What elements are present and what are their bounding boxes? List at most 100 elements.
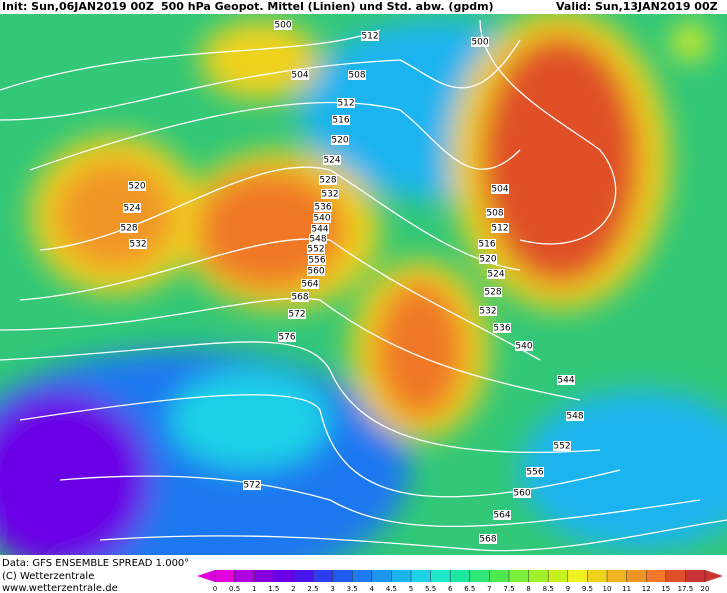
contour-label-bg — [332, 115, 350, 125]
colorbar-swatch — [332, 570, 353, 582]
contour-label-bg — [311, 224, 329, 234]
colorbar-label: 17.5 — [678, 585, 694, 593]
contour-label-bg — [484, 287, 502, 297]
contour-label-bg — [486, 208, 504, 218]
contour-label: 560 — [307, 267, 324, 277]
contour-label: 500 — [471, 38, 488, 48]
colorbar-label: 4.5 — [386, 585, 397, 593]
contour-label: 524 — [123, 204, 140, 214]
contour-label-bg — [491, 184, 509, 194]
colorbar-label: 9 — [566, 585, 570, 593]
contour-label: 516 — [332, 116, 349, 126]
contour-label: 504 — [291, 71, 308, 81]
colorbar-swatch — [607, 570, 628, 582]
colorbar-label: 15 — [661, 585, 670, 593]
colorbar-label: 9.5 — [582, 585, 593, 593]
contour-label: 528 — [484, 288, 501, 298]
contour-label: 512 — [337, 99, 354, 109]
contour-label: 532 — [479, 307, 496, 317]
contour-label: 544 — [557, 376, 574, 386]
colorbar-label: 3 — [330, 585, 334, 593]
colorbar-swatch — [548, 570, 569, 582]
colorbar-swatch — [489, 570, 510, 582]
contour-label-bg — [314, 202, 332, 212]
contour-label: 564 — [493, 511, 510, 521]
contour-label: 552 — [307, 245, 324, 255]
colorbar-swatch — [469, 570, 490, 582]
contour-label-bg — [478, 239, 496, 249]
contour-label-bg — [274, 20, 292, 30]
contour-label-bg — [337, 98, 355, 108]
colorbar-label: 7.5 — [503, 585, 514, 593]
contour-label-bg — [323, 155, 341, 165]
header-bar — [0, 0, 727, 14]
init-time: Init: Sun,06JAN2019 00Z — [2, 0, 154, 13]
contour-label-bg — [513, 488, 531, 498]
contour-label: 528 — [120, 224, 137, 234]
colorbar-label: 7 — [487, 585, 491, 593]
contour-label-bg — [526, 467, 544, 477]
contour-label: 548 — [309, 235, 326, 245]
contour-label: 540 — [313, 214, 330, 224]
colorbar-swatch — [352, 570, 373, 582]
contour-label-bg — [129, 239, 147, 249]
contour-label: 528 — [319, 176, 336, 186]
contour-label-bg — [291, 70, 309, 80]
contour-label: 512 — [491, 224, 508, 234]
colorbar-swatch — [234, 570, 255, 582]
colorbar-label: 20 — [701, 585, 710, 593]
contour-label-bg — [471, 37, 489, 47]
contour-label-bg — [128, 181, 146, 191]
contour-label-bg — [243, 480, 261, 490]
colorbar-arrow — [705, 570, 723, 582]
colorbar-swatch — [626, 570, 647, 582]
colorbar-swatch — [273, 570, 294, 582]
contour-label: 520 — [128, 182, 145, 192]
colorbar-swatch — [293, 570, 314, 582]
contour-label-bg — [479, 306, 497, 316]
contour-label-bg — [515, 341, 533, 351]
contour-label: 536 — [314, 203, 331, 213]
data-source: Data: GFS ENSEMBLE SPREAD 1.000° — [2, 558, 189, 569]
website: www.wetterzentrale.de — [2, 583, 118, 593]
contour-label-bg — [557, 375, 575, 385]
colorbar-label: 6 — [448, 585, 453, 593]
colorbar-label: 5.5 — [425, 585, 436, 593]
colorbar-label: 12 — [642, 585, 651, 593]
colorbar-swatch — [685, 570, 706, 582]
colorbar-label: 4 — [370, 585, 375, 593]
colorbar-label: 1 — [252, 585, 256, 593]
contour-label: 556 — [526, 468, 543, 478]
contour-label-bg — [331, 135, 349, 145]
contour-label: 568 — [291, 293, 308, 303]
colorbar-swatch — [215, 570, 236, 582]
colorbar-label: 0.5 — [229, 585, 240, 593]
colorbar-swatch — [430, 570, 451, 582]
contour-label: 544 — [311, 225, 328, 235]
contour-label: 568 — [479, 535, 496, 545]
contour-label: 576 — [278, 333, 295, 343]
contour-label-bg — [321, 189, 339, 199]
contour-label: 520 — [479, 255, 496, 265]
contour-label: 520 — [331, 136, 348, 146]
contour-label: 508 — [486, 209, 503, 219]
colorbar-swatch — [509, 570, 530, 582]
contour-label: 524 — [487, 270, 504, 280]
contour-label-bg — [479, 534, 497, 544]
contour-label: 572 — [243, 481, 260, 491]
colorbar-label: 5 — [409, 585, 413, 593]
contour-label-bg — [313, 213, 331, 223]
contour-label-bg — [278, 332, 296, 342]
contour-label-bg — [361, 31, 379, 41]
colorbar-label: 1.5 — [268, 585, 279, 593]
contour-label-bg — [301, 279, 319, 289]
colorbar-swatch — [567, 570, 588, 582]
colorbar-swatch — [450, 570, 471, 582]
contour-label-bg — [479, 254, 497, 264]
contour-label: 508 — [348, 71, 365, 81]
contour-label-bg — [309, 234, 327, 244]
contour-label: 540 — [515, 342, 532, 352]
contour-label-bg — [308, 255, 326, 265]
